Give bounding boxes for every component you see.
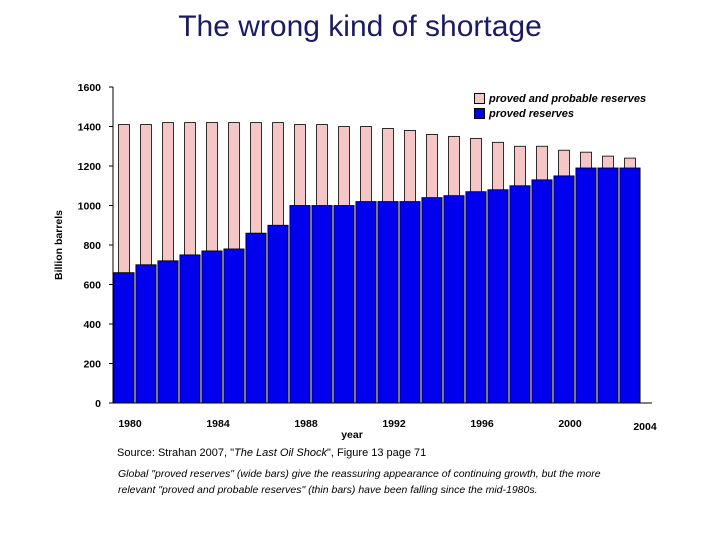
legend-item-proved-probable: proved and probable reserves (474, 91, 646, 106)
y-tick-label: 400 (83, 319, 101, 331)
bar-proved (619, 167, 641, 404)
bar-proved (157, 260, 179, 404)
bar-proved (553, 175, 575, 404)
y-tick-label: 200 (83, 359, 101, 371)
legend-swatch-proved-probable (474, 93, 485, 104)
y-axis-label: Billion barrels (53, 210, 65, 280)
bar-proved (311, 205, 333, 404)
source-book-title: The Last Oil Shock (234, 447, 327, 459)
x-tick-label: 2000 (558, 418, 582, 430)
bar-proved (377, 201, 399, 404)
bar-proved (245, 232, 267, 404)
bar-proved (509, 185, 531, 404)
y-tick-label: 800 (83, 240, 101, 252)
bar-proved (179, 254, 201, 404)
x-tick-label: 1996 (470, 418, 494, 430)
x-tick-label: 1980 (118, 418, 142, 430)
bar-proved (465, 191, 487, 404)
bar-proved (201, 250, 223, 404)
source-suffix: ", Figure 13 page 71 (326, 447, 427, 459)
x-tick-label: 1988 (294, 418, 318, 430)
bar-proved (597, 167, 619, 404)
bar-proved (421, 197, 443, 404)
source-prefix: Source: Strahan 2007, " (117, 447, 235, 459)
y-tick-label: 0 (95, 398, 101, 410)
y-tick-label: 1000 (78, 201, 102, 213)
y-tick-label: 600 (83, 280, 101, 292)
y-tick-label: 1400 (78, 122, 102, 134)
bar-proved (575, 167, 597, 404)
source-citation: Source: Strahan 2007, "The Last Oil Shoc… (117, 447, 426, 459)
page-title: The wrong kind of shortage (178, 10, 542, 43)
bar-proved (333, 205, 355, 404)
bar-proved (289, 205, 311, 404)
bar-proved (443, 195, 465, 404)
bar-proved (531, 179, 553, 404)
bar-proved (113, 272, 135, 404)
y-tick-label: 1600 (78, 82, 102, 94)
bar-proved (399, 201, 421, 404)
legend-swatch-proved (474, 108, 485, 119)
chart-legend: proved and probable reserves proved rese… (474, 91, 646, 121)
x-tick-label: 1992 (382, 418, 406, 430)
x-axis-label: year (341, 429, 363, 441)
bar-proved (267, 224, 289, 404)
legend-label-proved-probable: proved and probable reserves (489, 92, 647, 105)
x-tick-label: 2004 (633, 421, 657, 433)
legend-label-proved: proved reserves (489, 107, 574, 120)
bar-proved (355, 201, 377, 404)
bar-proved (487, 189, 509, 404)
y-tick-label: 1200 (78, 161, 102, 173)
x-tick-label: 1984 (206, 418, 230, 430)
bar-proved (135, 264, 157, 404)
bar-proved (223, 248, 245, 404)
legend-item-proved: proved reserves (474, 106, 646, 121)
chart-note: Global "proved reserves" (wide bars) giv… (118, 468, 601, 496)
